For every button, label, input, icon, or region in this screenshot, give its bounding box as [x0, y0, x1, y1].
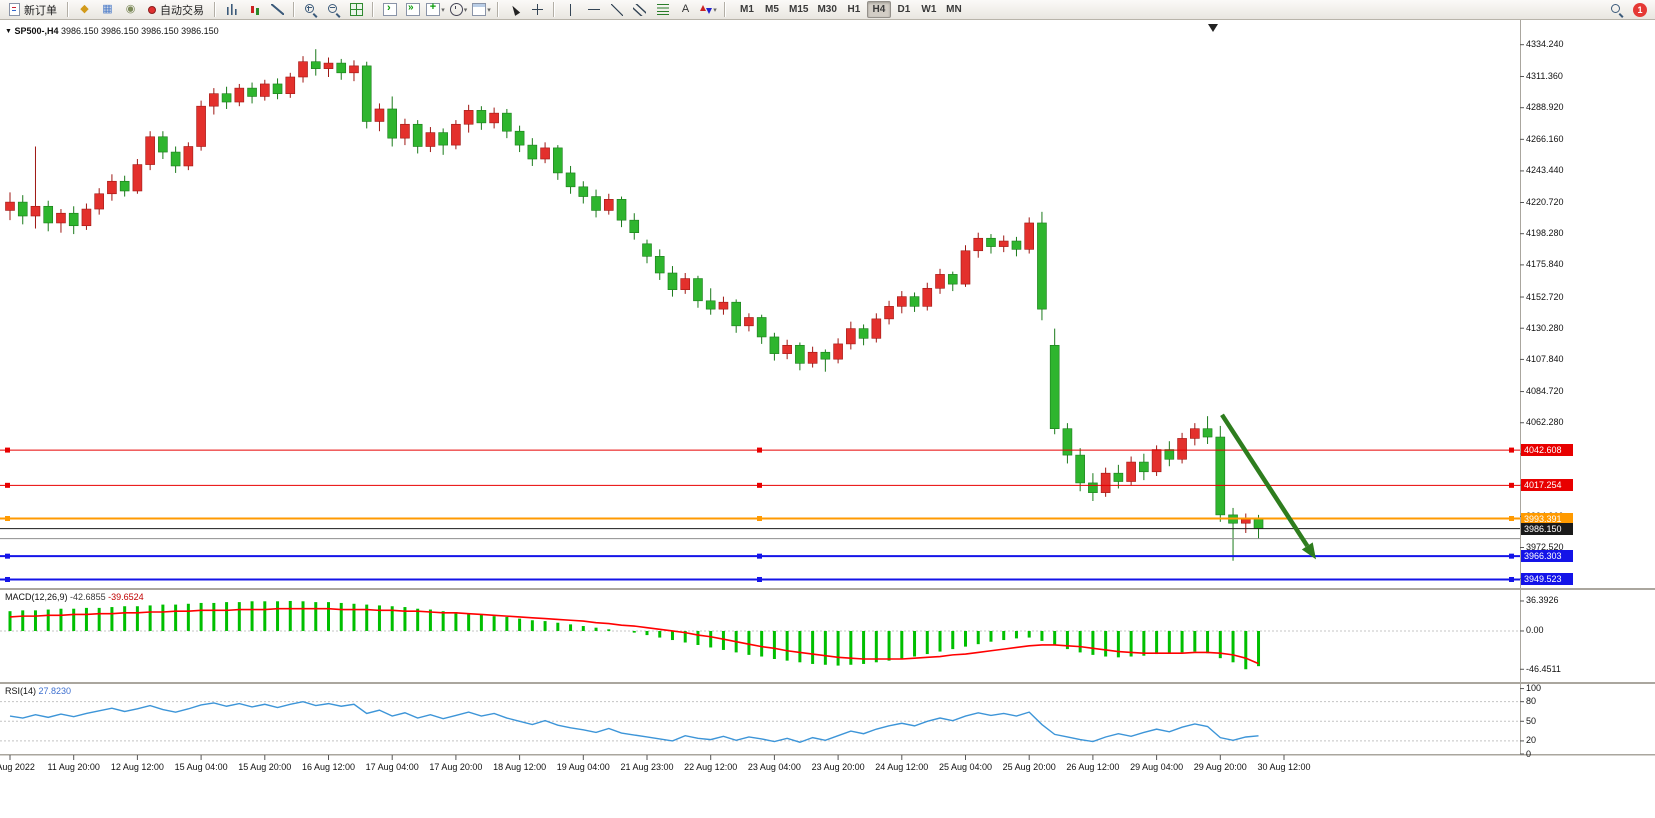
orange-support-line-handle[interactable] — [757, 516, 762, 522]
vertical-line-icon[interactable] — [560, 1, 581, 19]
orange-support-line-handle[interactable] — [5, 516, 10, 522]
zoom-in-icon[interactable] — [300, 1, 321, 19]
blue-support-line-upper[interactable] — [0, 553, 1520, 559]
zoom-out-icon[interactable] — [323, 1, 344, 19]
symbol-period-label: SP500-,H4 — [14, 26, 59, 36]
arrows-icon[interactable]: ▾ — [698, 1, 719, 19]
toolbar-separator — [724, 2, 726, 17]
timeframe-w1[interactable]: W1 — [921, 4, 937, 15]
macd-signal-line — [9, 607, 1259, 665]
chart-shift-icon[interactable] — [402, 1, 423, 19]
chart-area[interactable]: 4334.240 4311.360 4288.920 4266.160 4243.440… — [0, 20, 1655, 818]
line-chart-icon[interactable] — [267, 1, 288, 19]
toolbar-buttons: 新订单◆▦◉自动交易▾▾▾A▾ — [4, 1, 729, 19]
resistance-line-upper-handle[interactable] — [1509, 447, 1514, 453]
blue-support-line-lower[interactable] — [0, 576, 1520, 582]
timeframe-mn[interactable]: MN — [946, 4, 962, 15]
new-order-button[interactable]: 新订单 — [4, 1, 62, 19]
resistance-line-upper-handle[interactable] — [5, 447, 10, 453]
timeframe-h1[interactable]: H1 — [847, 4, 861, 15]
macd-header: MACD(12,26,9) -42.6855 -39.6524 — [5, 592, 144, 602]
autotrading-button[interactable]: 自动交易 — [143, 1, 209, 19]
blue-support-line-lower-handle[interactable] — [5, 576, 10, 582]
blue-support-line-lower-handle[interactable] — [757, 576, 762, 582]
candlestick-chart-icon[interactable] — [244, 1, 265, 19]
resistance-line-upper[interactable] — [0, 447, 1520, 453]
toolbar-separator — [214, 2, 216, 17]
blue-support-line-upper-handle[interactable] — [757, 553, 762, 559]
toolbar-separator — [497, 2, 499, 17]
toolbar-separator — [372, 2, 374, 17]
blue-support-line-lower-handle[interactable] — [1509, 576, 1514, 582]
candles-layer — [5, 49, 1264, 561]
macd-title: MACD(12,26,9) — [5, 592, 68, 602]
toolbar-separator — [553, 2, 555, 17]
timeframe-m30[interactable]: M30 — [817, 4, 837, 15]
bar-chart-icon[interactable] — [221, 1, 242, 19]
trend-arrow[interactable] — [1220, 413, 1316, 560]
periods-icon[interactable]: ▾ — [448, 1, 469, 19]
macd-main-value: -42.6855 — [70, 592, 106, 602]
timeframe-bar: M1 M5 M15 M30 H1 H4 D1 W1 MN — [735, 1, 966, 18]
market-watch-icon[interactable]: ▦ — [102, 3, 113, 15]
ohlc-readout: 3986.150 3986.150 3986.150 3986.150 — [61, 26, 219, 36]
channel-icon[interactable] — [629, 1, 650, 19]
resistance-line-lower-handle[interactable] — [1509, 482, 1514, 488]
data-window-icon[interactable]: ◉ — [125, 3, 136, 15]
templates-icon[interactable]: ▾ — [471, 1, 492, 19]
blue-support-line-upper-handle[interactable] — [1509, 553, 1514, 559]
timeframe-d1[interactable]: D1 — [897, 4, 911, 15]
pane-separators — [0, 20, 1655, 756]
indicators-icon[interactable]: ▾ — [425, 1, 446, 19]
bar-marker-icon — [1208, 24, 1218, 32]
timeframe-h4[interactable]: H4 — [866, 1, 891, 18]
resistance-line-lower-handle[interactable] — [5, 482, 10, 488]
rsi-title: RSI(14) — [5, 686, 37, 696]
profiles-icon[interactable]: ◆ — [80, 3, 89, 15]
crosshair-icon[interactable] — [527, 1, 548, 19]
resistance-line-lower[interactable] — [0, 482, 1520, 488]
toolbar-right: 1 — [1606, 1, 1651, 19]
text-label-icon[interactable]: A — [681, 3, 690, 15]
tile-windows-icon[interactable] — [346, 1, 367, 19]
fibonacci-icon[interactable] — [652, 1, 673, 19]
macd-histogram — [8, 600, 1261, 670]
horizontal-line-icon[interactable] — [583, 1, 604, 19]
blue-support-line-upper-handle[interactable] — [5, 553, 10, 559]
trendline-icon[interactable] — [606, 1, 627, 19]
rsi-header: RSI(14) 27.8230 — [5, 686, 71, 696]
resistance-line-upper-handle[interactable] — [757, 447, 762, 453]
auto-scroll-icon[interactable] — [379, 1, 400, 19]
indicator-levels — [0, 630, 1520, 742]
search-icon[interactable] — [1606, 1, 1627, 19]
chart-canvas[interactable] — [0, 20, 1655, 818]
timeframe-m5[interactable]: M5 — [765, 4, 779, 15]
symbol-marker-icon: ▼ — [5, 28, 12, 35]
orange-support-line[interactable] — [0, 516, 1520, 522]
rsi-line — [9, 700, 1259, 743]
notification-badge[interactable]: 1 — [1633, 2, 1647, 17]
rsi-value: 27.8230 — [38, 686, 72, 696]
macd-signal-value: -39.6524 — [108, 592, 144, 602]
axis-ticks — [9, 44, 1524, 760]
toolbar-separator — [67, 2, 69, 17]
chart-title: ▼ SP500-,H4 3986.150 3986.150 3986.150 3… — [5, 26, 219, 36]
toolbar-separator — [293, 2, 295, 17]
resistance-line-lower-handle[interactable] — [757, 482, 762, 488]
cursor-icon[interactable] — [504, 1, 525, 19]
orange-support-line-handle[interactable] — [1509, 516, 1514, 522]
timeframe-m15[interactable]: M15 — [789, 4, 809, 15]
timeframe-m1[interactable]: M1 — [740, 4, 754, 15]
